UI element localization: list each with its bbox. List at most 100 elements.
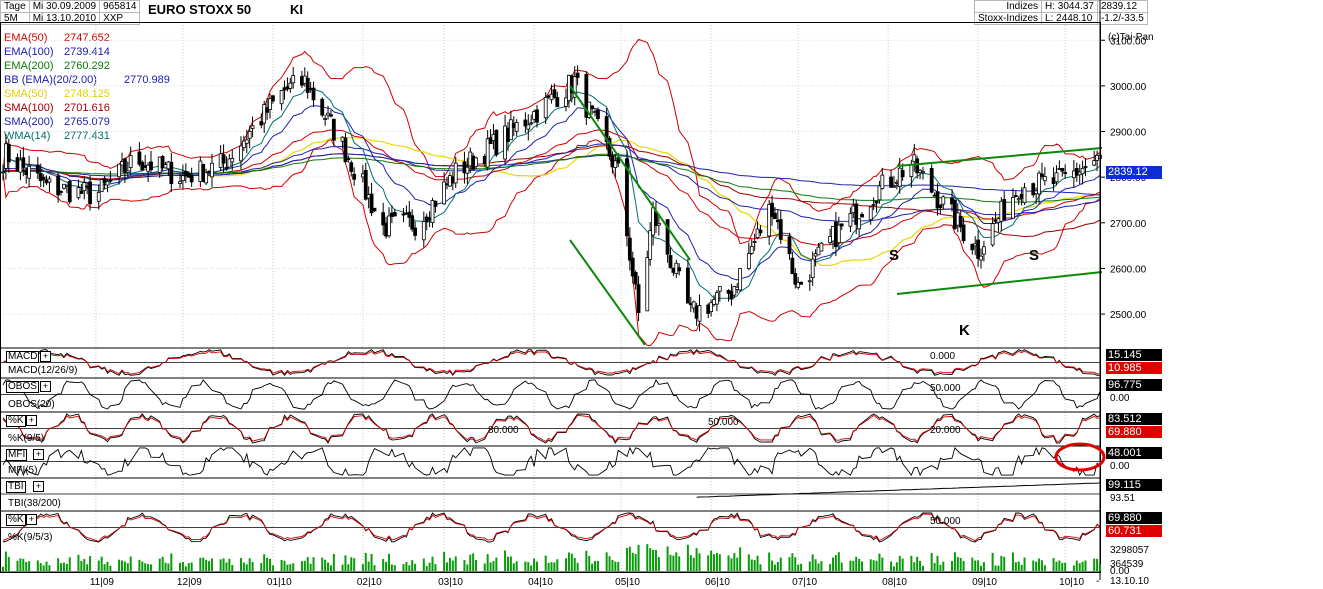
- volume-bar: [930, 552, 933, 571]
- panel-label: MACD(12/26/9): [8, 365, 78, 376]
- candle-body: [958, 215, 963, 228]
- legend-value: 2765.079: [64, 116, 110, 128]
- y-tick-label: 2700.00: [1110, 219, 1147, 230]
- volume-bar: [936, 555, 939, 571]
- candle-body: [645, 257, 650, 312]
- volume-bar: [251, 561, 254, 571]
- volume-bar: [1020, 564, 1023, 571]
- indicator-line: [2, 349, 1100, 377]
- volume-bar: [324, 559, 327, 571]
- volume-bar: [811, 554, 814, 571]
- candle-body: [625, 158, 629, 237]
- panel-expand-icon[interactable]: +: [26, 415, 37, 426]
- candle-body: [102, 178, 107, 184]
- volume-bar: [306, 557, 309, 571]
- volume-bar: [97, 560, 100, 571]
- panel-expand-icon[interactable]: +: [40, 381, 51, 392]
- volume-bar: [370, 553, 373, 571]
- panel-name-box[interactable]: TBI: [6, 481, 26, 493]
- x-tick-label: 08|10: [882, 577, 907, 588]
- candle-body: [738, 268, 743, 291]
- candle-body: [523, 119, 528, 127]
- panel-level-label: 20.000: [930, 424, 961, 436]
- candle-body: [691, 301, 696, 309]
- volume-bar: [605, 552, 608, 571]
- panel-expand-icon[interactable]: +: [33, 481, 44, 492]
- volume-bar: [675, 552, 678, 571]
- volume-bar: [634, 554, 637, 571]
- candle-body: [56, 175, 61, 196]
- candle-body: [854, 203, 859, 225]
- volume-bar: [776, 561, 779, 571]
- volume-bar: [898, 555, 901, 571]
- volume-bar: [103, 564, 106, 571]
- volume-bar: [158, 558, 161, 571]
- volume-bar: [385, 561, 388, 571]
- volume-bar: [1038, 558, 1041, 571]
- volume-bar: [869, 559, 872, 571]
- panel-name-box[interactable]: MACD: [6, 351, 40, 363]
- volume-bar: [1084, 560, 1087, 571]
- volume-bar: [120, 560, 123, 571]
- panel-name-box[interactable]: %K: [6, 514, 26, 526]
- volume-bar: [649, 548, 652, 571]
- candle-body: [122, 158, 127, 173]
- volume-bar: [4, 551, 7, 571]
- candle-body: [96, 192, 101, 202]
- legend-value: 2747.652: [64, 32, 110, 44]
- x-last-date: 13.10.10: [1110, 576, 1149, 587]
- candle-body: [868, 206, 873, 221]
- volume-bar: [327, 562, 330, 571]
- volume-bar: [475, 560, 478, 571]
- volume-bar: [303, 560, 306, 571]
- panel-expand-icon[interactable]: +: [33, 449, 44, 460]
- candle-body: [410, 215, 415, 230]
- volume-bar: [202, 557, 205, 571]
- volume-bar: [971, 557, 974, 571]
- panel-name-box[interactable]: OBOS: [6, 381, 39, 393]
- candle-body: [244, 139, 249, 144]
- volume-bar: [239, 558, 242, 571]
- panel-expand-icon[interactable]: +: [26, 514, 37, 525]
- candle-body: [311, 87, 316, 101]
- candle-body: [758, 229, 763, 234]
- volume-bar: [849, 560, 852, 571]
- candle-body: [877, 185, 882, 201]
- volume-bar: [678, 556, 681, 571]
- x-tick-label: 06|10: [705, 577, 730, 588]
- panel-expand-icon[interactable]: +: [40, 351, 51, 362]
- volume-bar: [286, 564, 289, 571]
- volume-bar: [280, 559, 283, 571]
- volume-bar: [219, 559, 222, 571]
- indicator-line: [2, 413, 1101, 444]
- volume-bar: [550, 562, 553, 571]
- candle-body: [288, 82, 293, 89]
- candle-body: [1040, 173, 1044, 177]
- volume-bar: [1078, 563, 1081, 571]
- volume-bar: [1099, 564, 1101, 571]
- volume-bar: [231, 564, 234, 571]
- volume-bar: [268, 558, 271, 571]
- x-tick-label: 12|09: [177, 577, 202, 588]
- candle-body: [746, 253, 751, 269]
- volume-bar: [1055, 561, 1058, 571]
- panel-name-box[interactable]: MFI: [6, 449, 28, 461]
- candle-body: [1011, 197, 1015, 219]
- bars-label[interactable]: 5M: [0, 12, 30, 25]
- volume-bar: [808, 561, 811, 571]
- volume-bar: [489, 562, 492, 571]
- bollinger-upper-line: [2, 38, 1101, 245]
- volume-bar: [872, 560, 875, 571]
- volume-bar: [228, 558, 231, 571]
- volume-bar: [463, 560, 466, 571]
- volume-bar: [321, 557, 324, 571]
- volume-bar: [512, 563, 515, 571]
- signal-line: [2, 350, 1101, 376]
- panel-name-box[interactable]: %K: [6, 415, 26, 427]
- candle-body: [35, 164, 40, 174]
- volume-bar: [628, 546, 631, 571]
- panel-label: TBI(38/200): [8, 498, 61, 509]
- volume-bar: [950, 561, 953, 571]
- candle-body: [47, 178, 52, 183]
